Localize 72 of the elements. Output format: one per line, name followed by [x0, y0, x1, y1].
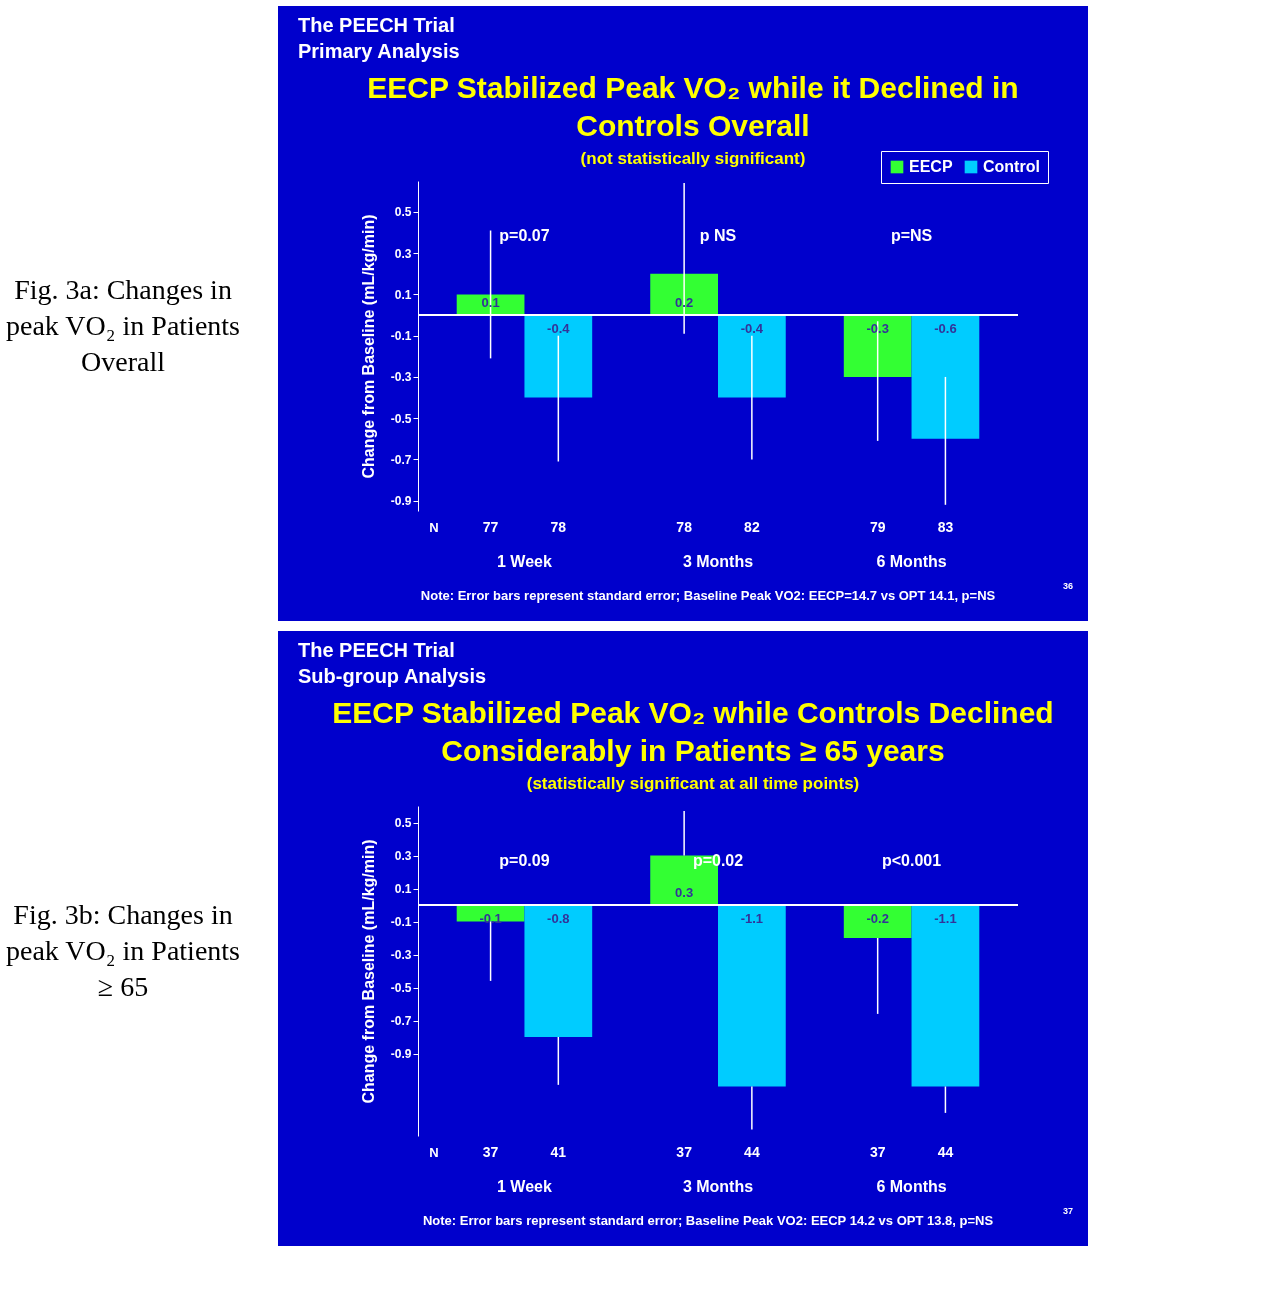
y-tick-label: 0.1 [394, 882, 412, 896]
text: 37 [869, 1144, 886, 1160]
y-tick-label: 0.1 [394, 287, 412, 302]
bar [911, 315, 980, 439]
data-label: -1.1 [934, 911, 957, 926]
y-tick-label: 0.3 [394, 849, 412, 863]
text: 37 [482, 1144, 499, 1160]
y-tick-label: -0.5 [390, 981, 412, 995]
legend-label: EECP [909, 158, 953, 175]
text: 36 [1062, 581, 1074, 591]
y-tick-label: -0.9 [390, 494, 412, 509]
data-label: -0.4 [740, 321, 764, 337]
x-tick-label: 1 Week [497, 552, 552, 570]
text: 77 [482, 519, 499, 535]
chart-subtitle: (statistically significant at all time points) [526, 774, 860, 793]
x-tick-label: 1 Week [497, 1177, 552, 1195]
bar [843, 315, 912, 377]
bar [650, 273, 718, 316]
y-tick-label: -0.3 [390, 370, 412, 385]
chart-title: EECP Stabilized Peak VO₂ while it Declined in Controls Overall [367, 71, 1019, 142]
y-axis-title: Change from Baseline (mL/kg/min) [359, 214, 377, 479]
y-tick-label: -0.1 [390, 329, 412, 344]
text: N [429, 1145, 439, 1160]
text: N [429, 520, 439, 535]
y-tick-label: -0.3 [390, 948, 412, 962]
annotation: p=0.09 [499, 852, 550, 869]
data-label: -0.4 [547, 321, 571, 337]
text: Primary Analysis [298, 40, 460, 62]
text: 78 [550, 519, 567, 535]
text: 82 [744, 519, 760, 535]
y-tick-label: -0.1 [390, 915, 412, 929]
y-axis-title: Change from Baseline (mL/kg/min) [359, 839, 377, 1104]
text: 78 [676, 519, 693, 535]
y-tick-label: -0.9 [390, 1047, 412, 1061]
annotation: p=NS [890, 227, 933, 244]
annotation: p NS [699, 227, 737, 244]
y-tick-label: -0.7 [390, 1014, 412, 1028]
data-label: -1.1 [740, 911, 764, 926]
x-tick-label: 6 Months [876, 552, 947, 570]
y-tick-label: 0.3 [394, 246, 412, 261]
data-label: 0.3 [675, 885, 694, 900]
text: The PEECH Trial [298, 14, 455, 36]
y-tick-label: 0.5 [394, 816, 412, 830]
annotation: p=0.07 [499, 227, 550, 244]
text: Sub-group Analysis [298, 665, 487, 687]
x-tick-label: 6 Months [876, 1177, 947, 1195]
data-label: -0.2 [866, 911, 889, 926]
y-tick-label: -0.7 [390, 452, 412, 467]
text: 79 [869, 519, 886, 535]
chart-title: EECP Stabilized Peak VO₂ while Controls Declined Considerably in Patients ≥ 65 years [332, 696, 1054, 767]
caption: Fig. 3a: Changes in peak VO₂ in Patients Overall [6, 274, 240, 377]
chart-subtitle: (not statistically significant) [580, 149, 806, 168]
text: 44 [937, 1144, 954, 1160]
legend-label: Control [983, 158, 1040, 175]
text: 37 [1062, 1206, 1074, 1216]
y-tick-label: -0.5 [390, 411, 412, 426]
x-tick-label: 3 Months [682, 552, 754, 570]
bar [524, 315, 593, 398]
text: Note: Error bars represent standard error; Baseline Peak VO2: EECP 14.2 vs OPT 13.8, p=NS [422, 1213, 994, 1228]
text: 44 [744, 1144, 760, 1160]
bar [718, 315, 786, 398]
text: 83 [937, 519, 954, 535]
caption: Fig. 3b: Changes in peak VO₂ in Patients ≥ 65 [6, 899, 240, 1002]
data-label: -0.8 [547, 911, 570, 926]
text: Note: Error bars represent standard error; Baseline Peak VO2: EECP=14.7 vs OPT 14.1, p=NS [420, 588, 996, 603]
data-label: -0.6 [934, 321, 957, 337]
text: 37 [676, 1144, 693, 1160]
text: The PEECH Trial [298, 639, 455, 661]
y-tick-label: 0.5 [394, 205, 412, 220]
text: 41 [550, 1144, 567, 1160]
annotation: p<0.001 [881, 852, 942, 869]
x-tick-label: 3 Months [682, 1177, 754, 1195]
